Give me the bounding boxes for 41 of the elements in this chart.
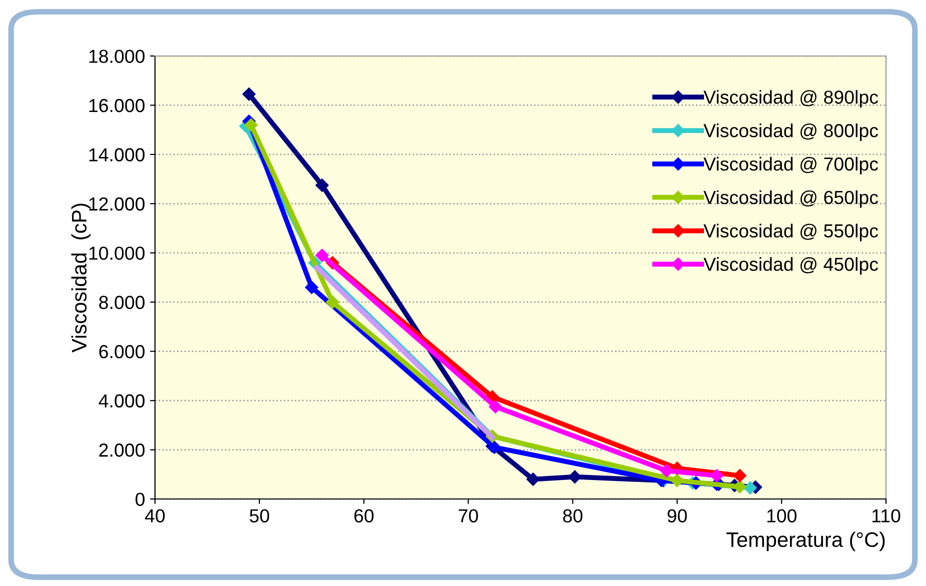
x-tick-label: 110 <box>872 509 900 522</box>
y-tick-label: 4.000 <box>98 394 145 408</box>
x-tick-label: 80 <box>563 509 582 522</box>
y-tick-label: 12.000 <box>89 197 145 211</box>
y-tick-label: 16.000 <box>89 98 145 112</box>
point <box>326 296 340 309</box>
point <box>244 118 258 132</box>
point <box>660 464 674 478</box>
legend-label: Viscosidad @ 700lpc <box>704 156 878 174</box>
point <box>242 88 256 101</box>
y-tick-label: 10.000 <box>89 246 145 260</box>
legend-label: Viscosidad @ 890lpc <box>704 90 878 108</box>
y-tick-label: 8.000 <box>99 296 145 310</box>
point <box>526 472 540 486</box>
x-tick-label: 90 <box>668 509 687 522</box>
point <box>744 481 757 495</box>
point <box>670 474 684 488</box>
point <box>568 470 582 484</box>
x-tick-label: 40 <box>145 509 165 522</box>
point <box>316 178 329 192</box>
x-tick-label: 50 <box>250 509 270 522</box>
legend-label: Viscosidad @ 800lpc <box>704 123 878 141</box>
legend-label: Viscosidad @ 650lpc <box>704 190 878 208</box>
legend-label: Viscosidad @ 450lpc <box>704 257 878 275</box>
y-tick-label: 14.000 <box>89 148 145 162</box>
point <box>488 440 501 454</box>
y-tick-label: 6.000 <box>99 345 145 358</box>
point <box>710 469 724 482</box>
legend-label: Viscosidad @ 550lpc <box>704 224 878 242</box>
point <box>488 400 502 414</box>
y-tick-label: 2.000 <box>99 443 145 457</box>
x-tick-label: 100 <box>767 509 796 522</box>
point <box>733 469 746 482</box>
point <box>305 280 318 294</box>
x-tick-label: 60 <box>354 509 374 522</box>
point <box>733 480 746 494</box>
y-tick-label: 18.000 <box>89 50 145 63</box>
point <box>316 248 329 262</box>
x-axis-title: Temperatura (°C) <box>726 532 885 552</box>
x-tick-label: 70 <box>458 509 478 522</box>
y-tick-label: 0 <box>136 492 145 506</box>
